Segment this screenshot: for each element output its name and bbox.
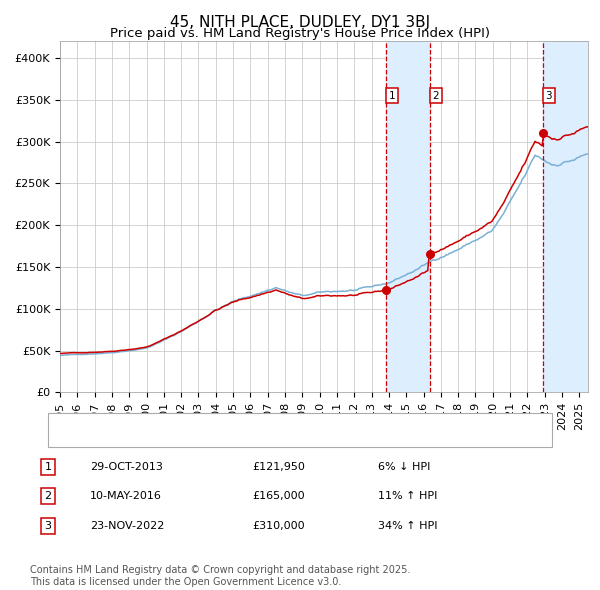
Text: £310,000: £310,000 — [252, 521, 305, 530]
Text: £121,950: £121,950 — [252, 462, 305, 471]
Text: 45, NITH PLACE, DUDLEY, DY1 3BJ: 45, NITH PLACE, DUDLEY, DY1 3BJ — [170, 15, 430, 30]
Text: 23-NOV-2022: 23-NOV-2022 — [90, 521, 164, 530]
Text: 1: 1 — [389, 91, 395, 101]
Text: 1: 1 — [44, 462, 52, 471]
Text: 3: 3 — [545, 91, 552, 101]
Text: 3: 3 — [44, 521, 52, 530]
Text: 2: 2 — [44, 491, 52, 501]
Bar — [543, 41, 588, 392]
Text: £165,000: £165,000 — [252, 491, 305, 501]
Text: 6% ↓ HPI: 6% ↓ HPI — [378, 462, 430, 471]
Text: 2: 2 — [433, 91, 439, 101]
Text: 10-MAY-2016: 10-MAY-2016 — [90, 491, 162, 501]
Text: Price paid vs. HM Land Registry's House Price Index (HPI): Price paid vs. HM Land Registry's House … — [110, 27, 490, 40]
Text: Contains HM Land Registry data © Crown copyright and database right 2025.
This d: Contains HM Land Registry data © Crown c… — [30, 565, 410, 587]
Text: HPI: Average price, semi-detached house, Dudley: HPI: Average price, semi-detached house,… — [85, 434, 362, 444]
Text: 45, NITH PLACE, DUDLEY, DY1 3BJ (semi-detached house): 45, NITH PLACE, DUDLEY, DY1 3BJ (semi-de… — [85, 418, 407, 428]
Text: 29-OCT-2013: 29-OCT-2013 — [90, 462, 163, 471]
Text: 34% ↑ HPI: 34% ↑ HPI — [378, 521, 437, 530]
Bar — [386, 41, 430, 392]
Text: 11% ↑ HPI: 11% ↑ HPI — [378, 491, 437, 501]
